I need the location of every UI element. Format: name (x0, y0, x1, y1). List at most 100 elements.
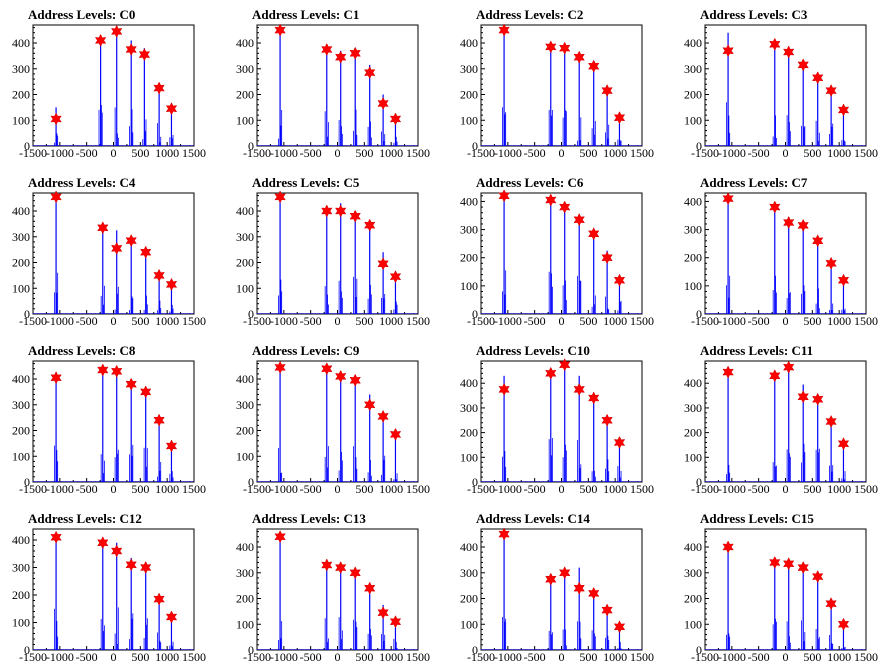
x-tick-label: 1500 (182, 650, 206, 664)
panel-title: Address Levels: C10 (476, 343, 590, 358)
histogram-svg: 0 100 200 300 400 -1500-1000 -500 0 500 1000 1500 (460, 189, 654, 328)
x-tick-label: 1500 (854, 146, 878, 160)
histogram-svg: 0 100 200 300 400 -1500-1000 -500 0 500 1000 1500 (236, 528, 430, 664)
x-tick-label: -1000 (46, 146, 74, 160)
peak-marker (125, 377, 137, 391)
peak-marker (140, 560, 152, 575)
peak-marker (349, 373, 361, 387)
x-tick-label: -500 (76, 314, 98, 328)
x-tick-label: 1500 (854, 650, 878, 664)
peak-marker (321, 204, 333, 218)
panel-title: Address Levels: C2 (476, 7, 584, 22)
peak-marker (274, 23, 286, 37)
peak-marker (573, 581, 585, 595)
histogram-svg: 0 100 200 300 400 -1500-1000 -500 0 500 1000 1500 (684, 192, 878, 328)
y-tick-label: 300 (460, 223, 478, 237)
x-tick-label: 500 (355, 650, 373, 664)
x-tick-label: -500 (76, 146, 98, 160)
x-tick-label: -1500 (691, 482, 719, 496)
peak-marker (349, 209, 361, 223)
histogram-panel-0: Address Levels: C0 0 100 200 300 400 -1500 -100… (0, 0, 224, 168)
x-tick-label: 1000 (603, 314, 627, 328)
peak-marker (797, 561, 809, 575)
peak-marker (364, 218, 376, 232)
peak-marker (377, 409, 389, 423)
x-tick-label: -1500 (691, 314, 719, 328)
peak-marker (140, 245, 152, 259)
peak-marker (377, 606, 389, 620)
x-tick-label: 1500 (854, 482, 878, 496)
x-tick-label: -1000 (494, 314, 522, 328)
x-tick-label: 500 (579, 482, 597, 496)
y-tick-label: 400 (236, 36, 254, 50)
panel-title: Address Levels: C3 (700, 7, 808, 22)
x-tick-label: -1000 (718, 650, 746, 664)
y-tick-label: 100 (460, 279, 478, 293)
peak-marker (389, 427, 402, 441)
peak-marker (364, 581, 376, 595)
peak-marker (349, 46, 361, 60)
peak-marker (722, 44, 734, 58)
histogram-panel-13: Address Levels: C13 0 100 200 300 400 -1500 -10… (224, 504, 448, 672)
x-tick-label: 0 (111, 146, 117, 160)
x-tick-label: -1500 (467, 482, 495, 496)
peak-marker (498, 23, 510, 37)
histogram-panel-7: Address Levels: C7 0 100 200 300 400 -1500 -100… (672, 168, 896, 336)
histogram-panel-15: Address Levels: C15 0 100 200 300 400 -1500 -10… (672, 504, 896, 672)
x-tick-label: -1000 (46, 314, 74, 328)
peak-marker (50, 190, 62, 204)
y-tick-label: 200 (684, 426, 702, 440)
x-tick-label: -1500 (467, 146, 495, 160)
x-tick-label: 1000 (603, 482, 627, 496)
x-tick-label: -1000 (270, 650, 298, 664)
y-tick-label: 400 (236, 204, 254, 218)
plot-frame (704, 192, 867, 315)
y-tick-label: 0 (696, 643, 702, 657)
histogram-panel-5: Address Levels: C5 0 100 200 300 400 -1500 -100… (224, 168, 448, 336)
x-tick-label: 1500 (182, 314, 206, 328)
peak-marker (601, 84, 613, 98)
y-tick-label: 200 (460, 88, 478, 102)
histogram-svg: 0 100 200 300 400 -1500-1000 -500 0 500 1000 1500 (460, 358, 654, 496)
peak-marker (153, 81, 165, 95)
histogram-panel-2: Address Levels: C2 0 100 200 300 400 -1500 -100… (448, 0, 672, 168)
x-tick-label: -1000 (718, 146, 746, 160)
x-tick-label: 500 (579, 314, 597, 328)
x-tick-label: 1500 (182, 482, 206, 496)
peak-marker (613, 620, 626, 634)
x-tick-label: -1500 (691, 650, 719, 664)
y-tick-label: 400 (460, 540, 478, 554)
y-tick-label: 100 (684, 113, 702, 127)
peak-marker (559, 41, 571, 55)
peak-marker (783, 215, 795, 230)
peak-marker (783, 45, 795, 59)
y-tick-label: 200 (236, 424, 254, 438)
peak-marker (389, 270, 402, 284)
y-tick-label: 100 (12, 616, 30, 630)
peak-marker (837, 273, 850, 287)
x-tick-label: 1500 (406, 650, 430, 664)
peak-marker (837, 103, 850, 117)
x-tick-label: -500 (300, 146, 322, 160)
histogram-svg: 0 100 200 300 400 -1500-1000 -500 0 500 1000 1500 (236, 360, 430, 496)
x-tick-label: 0 (111, 482, 117, 496)
panel-title: Address Levels: C15 (700, 511, 814, 526)
y-tick-label: 200 (236, 256, 254, 270)
peak-marker (274, 360, 286, 374)
x-tick-label: -500 (748, 146, 770, 160)
peak-marker (97, 221, 109, 235)
x-tick-label: 1500 (406, 314, 430, 328)
y-tick-label: 300 (236, 398, 254, 412)
peak-marker (545, 572, 557, 586)
x-tick-label: 1500 (630, 650, 654, 664)
x-tick-label: -1500 (467, 650, 495, 664)
y-tick-label: 400 (12, 372, 30, 386)
x-tick-label: 1500 (854, 314, 878, 328)
peak-marker (601, 251, 613, 265)
y-tick-label: 0 (24, 643, 30, 657)
x-tick-label: -500 (748, 482, 770, 496)
x-tick-label: -1000 (494, 482, 522, 496)
y-tick-label: 300 (684, 401, 702, 415)
peak-marker (377, 257, 389, 271)
peak-marker (349, 566, 361, 580)
